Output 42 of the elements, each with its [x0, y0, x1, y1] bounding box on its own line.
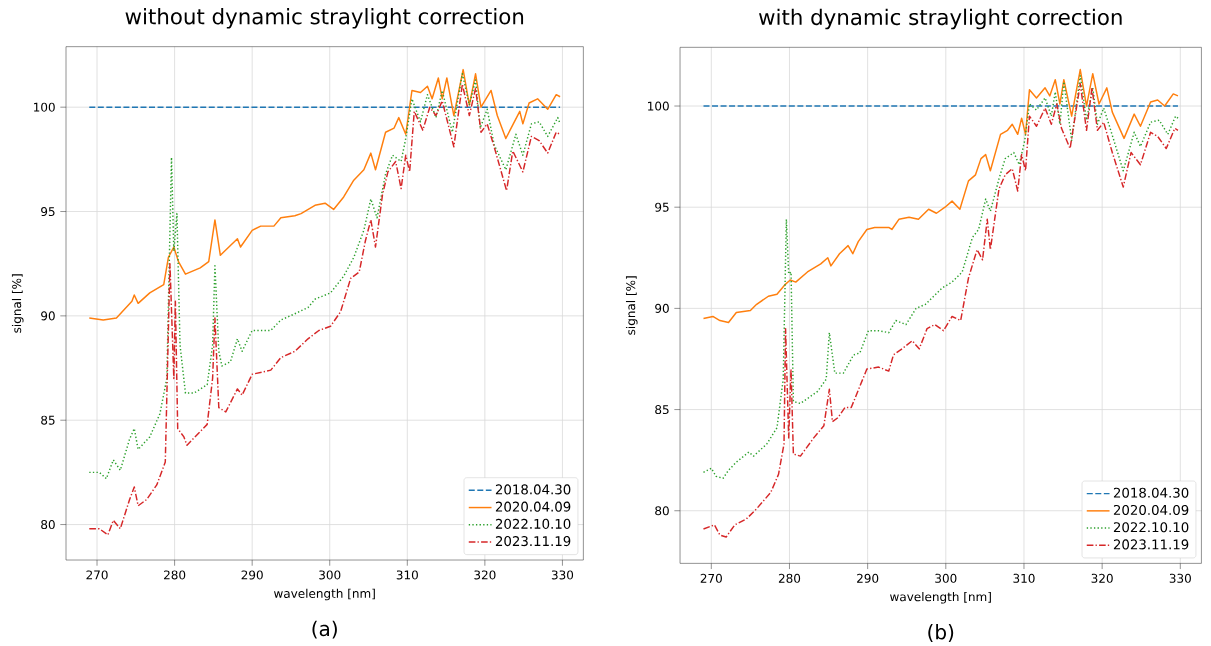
legend-label: 2023.11.19 — [1113, 539, 1189, 550]
line-series — [88, 68, 561, 321]
x-tick-label: 280 — [164, 570, 186, 580]
y-tick-label: 85 — [41, 415, 55, 425]
x-tick-label: 270 — [86, 570, 108, 580]
x-tick-label: 320 — [474, 570, 496, 580]
x-tick-label: 330 — [551, 570, 574, 580]
y-tick-label: 90 — [41, 311, 55, 321]
legend-label: 2022.10.10 — [1113, 522, 1189, 533]
legend-label: 2018.04.30 — [1113, 487, 1189, 498]
x-tick-label: 300 — [319, 570, 341, 580]
y-tick-label: 85 — [655, 405, 669, 415]
y-tick-label: 80 — [655, 506, 669, 516]
y-tick-label: 100 — [34, 102, 55, 112]
x-tick-label: 280 — [778, 573, 801, 583]
legend-label: 2018.04.30 — [495, 484, 571, 495]
legend-label: 2020.04.09 — [495, 501, 571, 512]
y-tick-label: 100 — [648, 101, 669, 111]
y-tick-label: 80 — [41, 519, 55, 530]
y-axis-title: signal [%] — [625, 276, 638, 335]
x-axis-title: wavelength [nm] — [890, 591, 991, 604]
x-tick-label: 310 — [1013, 573, 1035, 583]
chart-title: with dynamic straylight correction — [759, 8, 1122, 30]
legend-label: 2020.04.09 — [1113, 504, 1189, 515]
legend-label: 2023.11.19 — [495, 536, 571, 547]
x-axis-title: wavelength [nm] — [274, 588, 375, 601]
y-tick-label: 90 — [655, 303, 669, 313]
x-tick-label: 320 — [1091, 573, 1113, 583]
text: (a) — [312, 620, 337, 639]
x-tick-label: 290 — [241, 570, 263, 580]
legend-label: 2022.10.10 — [495, 518, 571, 529]
x-tick-label: 330 — [1169, 573, 1191, 583]
y-tick-label: 95 — [41, 206, 55, 217]
x-tick-label: 290 — [857, 573, 879, 583]
x-tick-label: 300 — [935, 573, 957, 583]
x-tick-label: 270 — [700, 573, 722, 583]
y-axis-title: signal [%] — [11, 274, 24, 333]
text: (b) — [928, 624, 954, 642]
line-series — [702, 68, 1179, 324]
x-tick-label: 310 — [396, 570, 418, 580]
chart-title: without dynamic straylight correction — [125, 7, 524, 29]
y-tick-label: 95 — [655, 202, 669, 212]
